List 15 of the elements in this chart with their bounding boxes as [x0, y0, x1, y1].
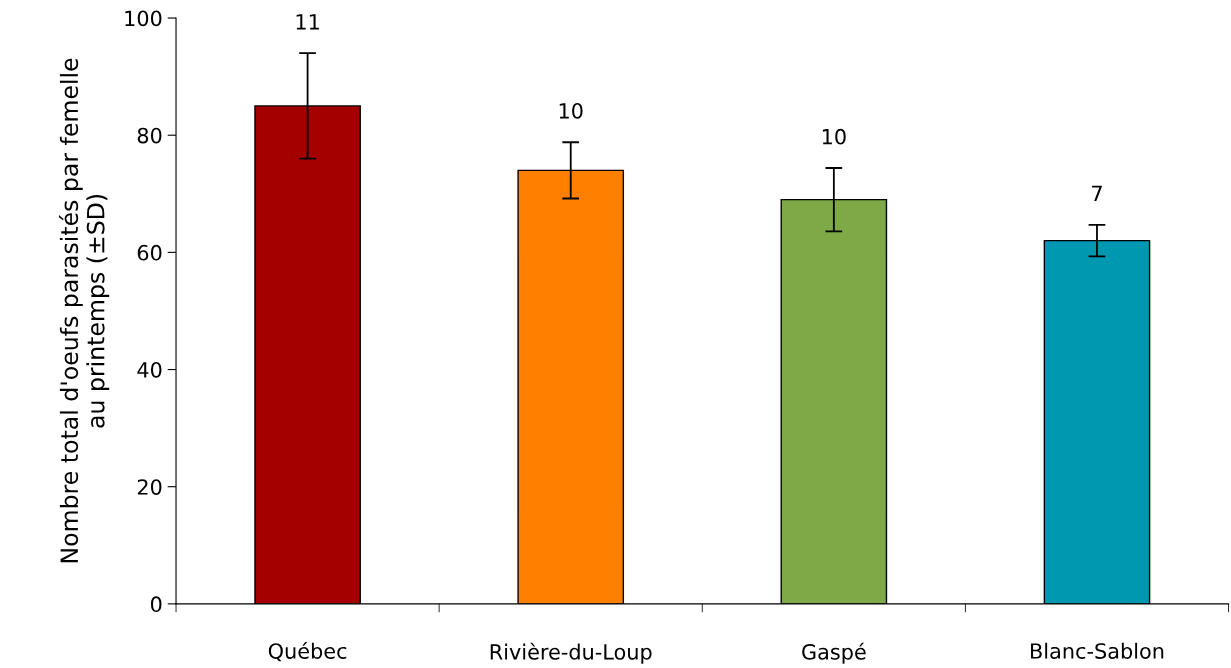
y-tick-label: 20	[137, 479, 162, 495]
annotation: 7	[1092, 185, 1102, 202]
y-tick-label: 60	[137, 244, 162, 261]
y-tick-label: 40	[137, 361, 162, 378]
y-tick-label: 0	[150, 596, 162, 613]
x-tick-label: Rivière-du-Loup	[490, 642, 652, 664]
x-tick-label: Gaspé	[802, 642, 866, 664]
x-tick-label: Québec	[268, 641, 347, 662]
y-axis-title: Nombre total d'oeufs parasités par femelle au printemps (±SD)	[58, 58, 110, 563]
annotation: 11	[296, 14, 319, 30]
x-tick-label: Blanc-Sablon	[1031, 642, 1164, 659]
annotation: 10	[822, 128, 846, 145]
annotation: 10	[559, 102, 583, 119]
y-tick-label: 80	[137, 127, 162, 144]
y-tick-label: 100	[125, 10, 162, 27]
